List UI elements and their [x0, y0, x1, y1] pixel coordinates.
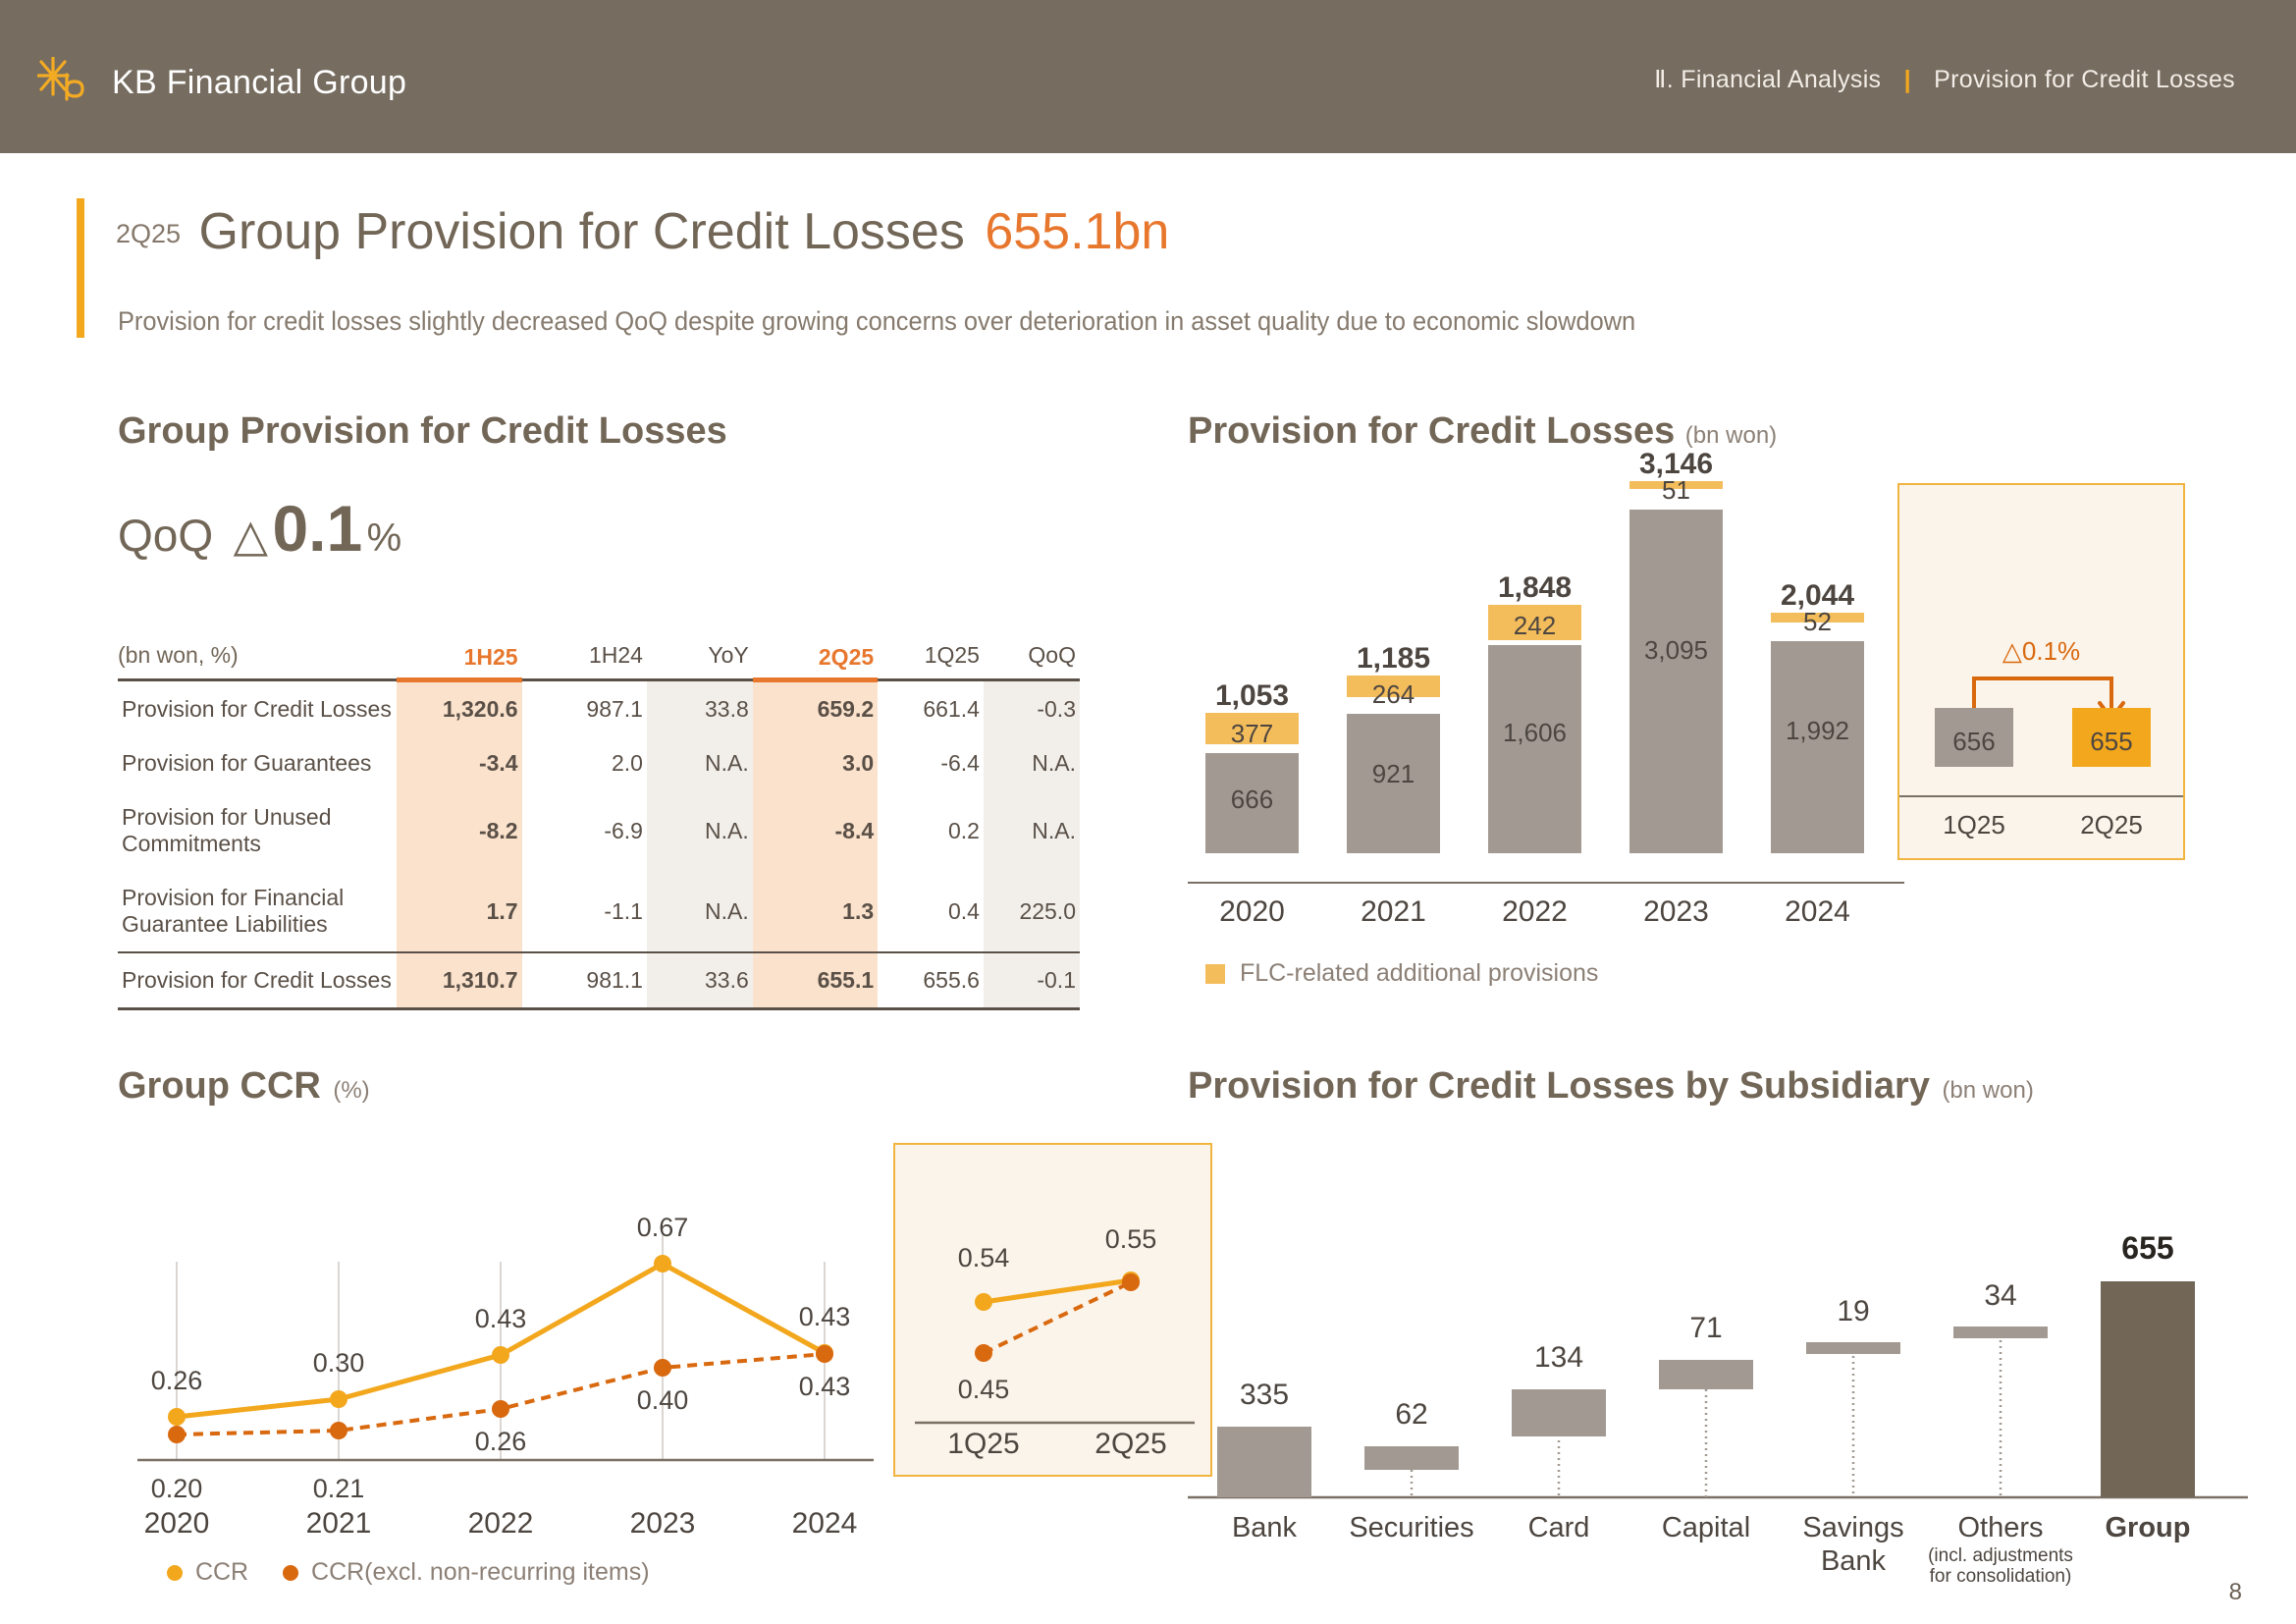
svg-text:0.20: 0.20: [151, 1474, 203, 1503]
svg-text:for consolidation): for consolidation): [1930, 1566, 2072, 1587]
svg-text:Others: Others: [1957, 1512, 2043, 1543]
svg-text:0.40: 0.40: [637, 1385, 689, 1415]
svg-text:19: 19: [1837, 1295, 1869, 1327]
svg-text:0.30: 0.30: [313, 1348, 365, 1378]
svg-text:0.55: 0.55: [1105, 1224, 1157, 1254]
svg-text:0.26: 0.26: [151, 1366, 203, 1395]
svg-text:134: 134: [1534, 1341, 1583, 1374]
svg-text:62: 62: [1395, 1398, 1427, 1431]
svg-text:0.21: 0.21: [313, 1474, 365, 1503]
svg-text:34: 34: [1984, 1279, 2016, 1312]
svg-text:Group: Group: [2106, 1512, 2191, 1543]
svg-text:Savings: Savings: [1802, 1512, 1903, 1543]
svg-text:0.43: 0.43: [799, 1302, 851, 1331]
svg-text:335: 335: [1240, 1379, 1289, 1411]
svg-text:0.43: 0.43: [799, 1372, 851, 1401]
svg-text:0.43: 0.43: [475, 1304, 527, 1333]
svg-text:0.67: 0.67: [637, 1213, 689, 1242]
svg-text:(incl. adjustments: (incl. adjustments: [1928, 1545, 2073, 1566]
svg-text:655: 655: [2121, 1230, 2173, 1266]
svg-text:Capital: Capital: [1662, 1512, 1750, 1543]
svg-text:0.26: 0.26: [475, 1427, 527, 1456]
svg-text:0.45: 0.45: [958, 1375, 1010, 1404]
svg-text:Securities: Securities: [1349, 1512, 1473, 1543]
svg-text:Bank: Bank: [1821, 1545, 1887, 1577]
svg-text:Bank: Bank: [1232, 1512, 1298, 1543]
svg-text:Card: Card: [1528, 1512, 1590, 1543]
svg-text:0.54: 0.54: [958, 1243, 1010, 1272]
svg-text:71: 71: [1689, 1312, 1722, 1344]
